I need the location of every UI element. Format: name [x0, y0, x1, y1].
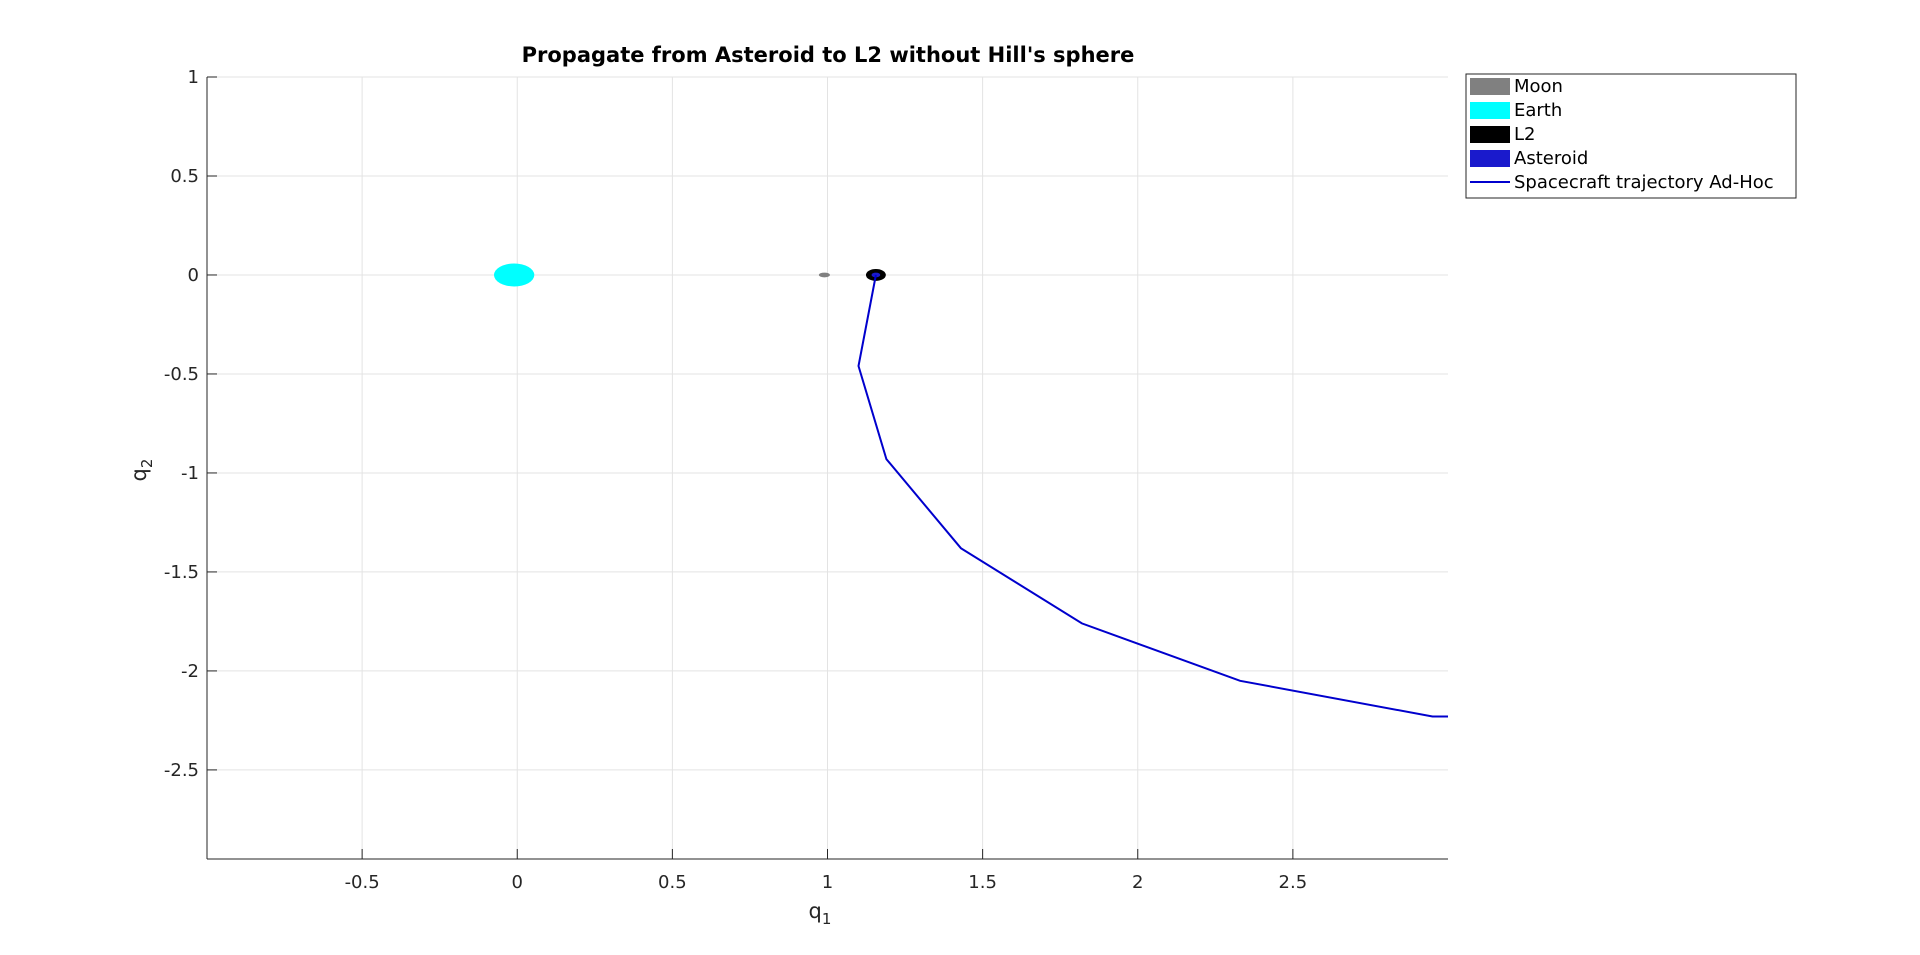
legend-label-moon: Moon	[1514, 76, 1563, 97]
x-tick-label: 0	[512, 872, 523, 893]
grid	[207, 76, 1448, 859]
y-tick-label: -0.5	[164, 364, 199, 385]
y-tick-label: -2.5	[164, 760, 199, 781]
y-axis-title-sub: 2	[138, 459, 156, 469]
x-axis-title: q1	[809, 899, 832, 928]
legend-label-earth: Earth	[1514, 100, 1562, 121]
legend-box	[1465, 73, 1797, 199]
legend-swatch-earth	[1470, 102, 1510, 119]
trajectory-line	[857, 274, 1448, 718]
legend-swatch-asteroid	[1470, 150, 1510, 167]
ticks: -0.5 0 0.5 1 1.5 2 2.5 1 0.5 0 -0.5 -1 -1.5 -2 -2.5	[164, 67, 1307, 893]
x-tick-label: 1	[822, 872, 833, 893]
y-tick-label: 1	[188, 67, 199, 88]
legend: Moon Earth L2 Asteroid Spacecraft trajectory…	[1465, 73, 1797, 199]
y-axis-title-main: q	[127, 468, 151, 481]
y-tick-label: -1	[181, 463, 199, 484]
y-tick-label: 0	[188, 265, 199, 286]
x-tick-label: 1.5	[968, 872, 997, 893]
body-moon	[818, 272, 830, 278]
body-asteroid	[871, 272, 881, 278]
x-tick-label: -0.5	[345, 872, 380, 893]
y-tick-label: -1.5	[164, 562, 199, 583]
legend-label-spacecraft-trajectory-ad-hoc: Spacecraft trajectory Ad-Hoc	[1514, 172, 1774, 193]
chart-title: Propagate from Asteroid to L2 without Hi…	[522, 43, 1135, 67]
legend-swatch-moon	[1470, 78, 1510, 95]
legend-label-l2: L2	[1514, 124, 1535, 145]
legend-label-asteroid: Asteroid	[1514, 148, 1588, 169]
x-axis-title-sub: 1	[822, 910, 832, 928]
y-tick-label: 0.5	[170, 166, 199, 187]
series	[857, 274, 1448, 718]
x-axis-title-main: q	[809, 899, 822, 923]
body-earth	[493, 263, 535, 287]
x-tick-label: 2	[1132, 872, 1143, 893]
bodies	[493, 263, 886, 287]
x-tick-label: 2.5	[1279, 872, 1308, 893]
legend-swatch-l2	[1470, 126, 1510, 143]
x-tick-label: 0.5	[658, 872, 687, 893]
y-axis-title: q2	[127, 459, 156, 482]
y-tick-label: -2	[181, 661, 199, 682]
